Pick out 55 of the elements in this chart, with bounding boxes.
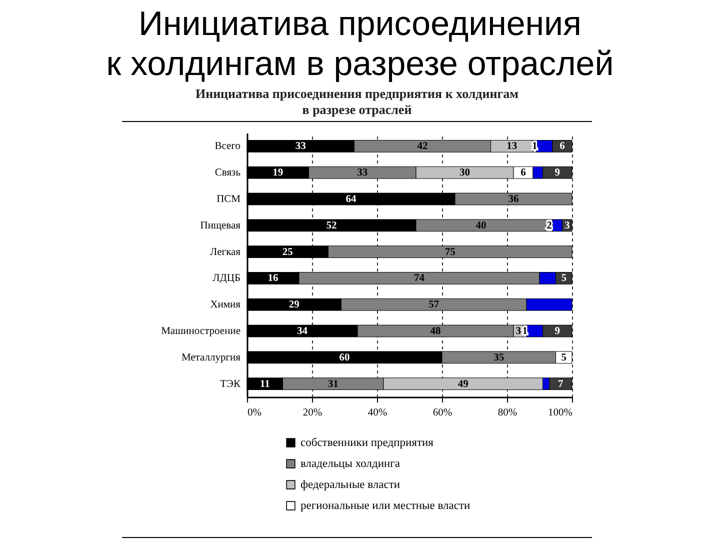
data-label: 64 xyxy=(346,194,357,205)
data-label: 2 xyxy=(546,220,552,232)
data-label: 6 xyxy=(560,141,565,152)
data-label: 35 xyxy=(494,352,504,364)
data-label: 42 xyxy=(417,141,428,152)
data-label: 13 xyxy=(506,141,518,152)
data-label: 6 xyxy=(520,168,526,179)
y-tick-label: Химия xyxy=(210,300,241,311)
y-tick-label: Легкая xyxy=(210,246,241,258)
data-label: 52 xyxy=(326,220,337,232)
data-label: 16 xyxy=(268,273,278,284)
y-tick-label: ЛДЦБ xyxy=(212,273,240,284)
x-tick-label: 40% xyxy=(368,408,388,418)
data-label: 31 xyxy=(328,378,338,390)
legend-label: федеральные власти xyxy=(300,478,400,491)
y-tick-label: Связь xyxy=(214,168,241,179)
data-label: 3 xyxy=(564,220,570,232)
data-label: 5 xyxy=(561,273,566,284)
data-label: 33 xyxy=(357,168,368,179)
data-label: 29 xyxy=(288,300,300,311)
y-tick-label: Машиностроение xyxy=(161,326,241,337)
data-label: 40 xyxy=(476,220,486,232)
data-label: 3 xyxy=(516,326,521,337)
legend-label: владельцы холдинга xyxy=(300,458,400,470)
data-label: 34 xyxy=(297,326,308,337)
data-label: 19 xyxy=(272,168,284,179)
data-label: 75 xyxy=(444,246,456,258)
data-label: 9 xyxy=(554,326,560,337)
data-label: 49 xyxy=(458,378,468,390)
x-tick-label: 60% xyxy=(432,408,452,418)
y-tick-label: Пищевая xyxy=(200,220,241,232)
y-tick-label: ПСМ xyxy=(216,194,242,205)
data-label: 7 xyxy=(558,378,564,390)
data-label: 33 xyxy=(295,141,306,152)
data-label: 74 xyxy=(414,273,426,284)
legend-label: региональные или местные власти xyxy=(300,500,470,512)
y-tick-label: Всего xyxy=(214,141,240,152)
data-label: 9 xyxy=(554,168,560,179)
y-tick-label: ТЭК xyxy=(220,378,242,390)
data-label: 60 xyxy=(339,352,350,364)
data-label: 11 xyxy=(260,378,270,390)
data-label: 5 xyxy=(561,352,566,364)
chart-title: Инициатива присоединения к холдингам в разрезе отраслей xyxy=(105,4,615,84)
data-label: 30 xyxy=(460,168,470,179)
legend-label: собственники предприятия xyxy=(300,436,434,449)
y-tick-label: Металлургия xyxy=(181,352,241,364)
x-tick-label: 20% xyxy=(302,408,322,418)
data-label: 36 xyxy=(508,194,519,205)
data-label: 48 xyxy=(430,326,441,337)
x-tick-label: 100% xyxy=(548,408,573,418)
data-label: 25 xyxy=(282,246,293,258)
x-tick-label: 80% xyxy=(498,408,518,418)
data-label: 57 xyxy=(428,300,440,311)
chart-subtitle: Инициатива присоединения предприятия к холдингам в разрезе отраслей xyxy=(194,86,520,118)
x-tick-label: 0% xyxy=(248,408,262,418)
